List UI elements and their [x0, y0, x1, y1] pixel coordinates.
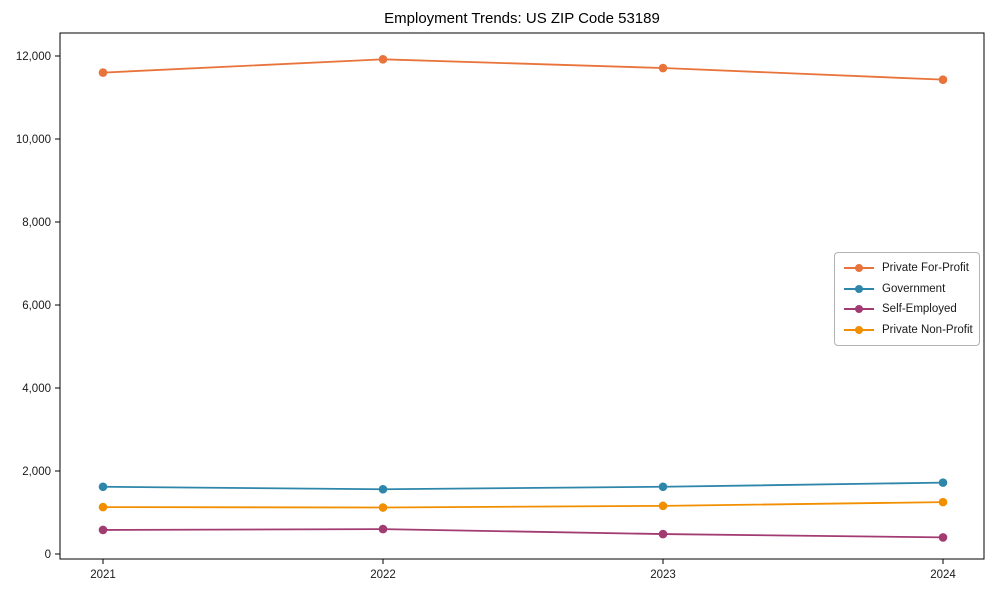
- legend-dot-swatch: [855, 284, 863, 293]
- data-point-private-for-profit: [378, 55, 388, 64]
- y-tick-label: 8,000: [22, 217, 51, 229]
- legend-dot-swatch: [855, 305, 863, 314]
- data-point-self-employed: [658, 529, 668, 539]
- data-point-government: [938, 478, 948, 487]
- series-line-private-non-profit: [102, 501, 944, 509]
- y-tick-label: 0: [45, 549, 51, 561]
- series-line-self-employed: [102, 528, 944, 539]
- legend: Private For-Profit Government Self-Emplo…: [834, 252, 980, 346]
- y-tick-label: 2,000: [22, 466, 51, 478]
- data-point-private-for-profit: [658, 63, 668, 73]
- y-tick-label: 12,000: [16, 51, 51, 63]
- x-tick-label: 2022: [370, 569, 396, 581]
- line-dot-marker-icon: [844, 304, 874, 314]
- legend-item-government: Government: [844, 279, 971, 299]
- y-tick-label: 4,000: [22, 383, 51, 395]
- data-point-government: [98, 482, 108, 492]
- data-point-private-non-profit: [938, 497, 948, 507]
- series-line-government: [102, 481, 944, 491]
- line-dot-marker-icon: [844, 325, 874, 335]
- legend-item-private-for-profit: Private For-Profit: [844, 258, 971, 278]
- data-point-self-employed: [938, 533, 948, 542]
- series-line-private-for-profit: [102, 58, 944, 81]
- legend-label: Government: [882, 282, 946, 295]
- data-point-self-employed: [378, 524, 388, 534]
- y-tick-label: 6,000: [22, 300, 51, 312]
- legend-label: Self-Employed: [882, 303, 957, 316]
- x-tick-label: 2021: [90, 569, 116, 581]
- x-tick-label: 2023: [650, 569, 676, 581]
- data-point-private-for-profit: [98, 68, 108, 77]
- legend-label: Private Non-Profit: [882, 323, 973, 336]
- data-point-private-non-profit: [658, 501, 668, 511]
- legend-dot-swatch: [855, 264, 863, 272]
- data-point-self-employed: [98, 525, 108, 535]
- legend-dot-swatch: [855, 325, 863, 334]
- data-point-private-non-profit: [98, 502, 108, 512]
- legend-label: Private For-Profit: [882, 262, 969, 274]
- line-dot-marker-icon: [844, 284, 874, 294]
- y-tick-label: 10,000: [16, 134, 51, 146]
- legend-item-self-employed: Self-Employed: [844, 299, 971, 319]
- line-dot-marker-icon: [844, 263, 874, 273]
- data-point-private-non-profit: [378, 503, 388, 512]
- legend-item-private-non-profit: Private Non-Profit: [844, 320, 973, 340]
- data-point-government: [658, 482, 668, 492]
- chart-title: Employment Trends: US ZIP Code 53189: [384, 10, 660, 27]
- plot-border: [59, 32, 985, 560]
- x-tick-label: 2024: [930, 569, 956, 581]
- data-point-government: [378, 484, 388, 494]
- data-point-private-for-profit: [938, 75, 948, 84]
